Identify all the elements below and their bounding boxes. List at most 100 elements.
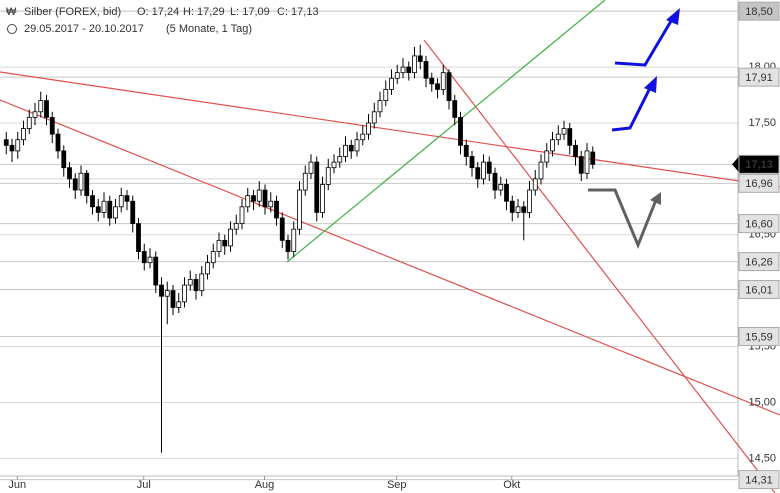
range-note: (5 Monate, 1 Tag) — [166, 23, 252, 35]
candle-body — [337, 156, 343, 163]
x-tick-label: Jun — [8, 479, 26, 491]
candle-body — [228, 228, 233, 247]
candle-body — [486, 161, 492, 174]
candle-body — [400, 66, 406, 74]
candle-body — [527, 189, 532, 213]
candle-body — [475, 167, 481, 180]
clock-icon — [7, 24, 17, 34]
candle-body — [84, 172, 90, 197]
candle-body — [331, 161, 337, 169]
level-box — [738, 280, 780, 300]
candle-body — [492, 172, 498, 191]
candle-body — [199, 273, 205, 292]
candle-body — [239, 206, 245, 224]
candle-body — [187, 279, 193, 286]
candle-body — [67, 167, 72, 180]
candle-body — [136, 223, 141, 252]
level-label: 17,91 — [745, 72, 773, 84]
candle-body — [538, 161, 544, 180]
level-label: 16,01 — [745, 284, 773, 296]
candle-body — [38, 100, 44, 113]
candle-body — [458, 116, 463, 146]
candle-body — [153, 256, 159, 286]
candle-body — [262, 189, 268, 208]
labels: 18,5018,0017,5017,0016,5015,5015,0014,50… — [8, 1, 780, 491]
candle-body — [251, 195, 256, 202]
candle-body — [297, 189, 302, 230]
candle-body — [463, 144, 469, 157]
candle-body — [285, 239, 291, 252]
candle-body — [101, 200, 107, 213]
arrow — [588, 188, 658, 249]
candle-body — [147, 256, 153, 264]
candle-body — [325, 167, 331, 185]
candle-body — [383, 89, 389, 102]
trend-line — [0, 99, 780, 416]
candle-body — [371, 111, 377, 124]
level-box — [738, 214, 780, 234]
candle-body — [590, 151, 596, 165]
arrow-head — [644, 76, 657, 93]
y-tick-label: 17,50 — [748, 117, 776, 129]
candle-body — [274, 200, 279, 219]
candle-body — [55, 133, 61, 152]
level-label: 17,13 — [745, 159, 773, 171]
y-tick-label: 15,00 — [748, 396, 776, 408]
grid — [0, 0, 780, 481]
candle-body — [130, 200, 136, 224]
candle-body — [452, 100, 458, 118]
level-label: 16,96 — [745, 178, 773, 190]
candle-body — [320, 184, 325, 213]
candle-body — [159, 284, 164, 297]
candle-body — [95, 206, 101, 213]
level-pointer — [732, 156, 739, 173]
candle-body — [504, 184, 509, 202]
candle-body — [118, 195, 124, 208]
title: Silber (FOREX, bid) — [24, 6, 121, 18]
candle-body — [90, 195, 95, 208]
candle-body — [182, 284, 187, 303]
arrow — [611, 83, 654, 132]
level-label: 18,50 — [745, 6, 773, 18]
trend-line — [0, 71, 780, 188]
candle-body — [561, 128, 567, 135]
candle-body — [446, 72, 452, 102]
level-box — [738, 470, 780, 490]
candle-body — [509, 200, 515, 213]
subtitle: 29.05.2017 - 20.10.2017 — [24, 23, 144, 35]
candle-body — [113, 206, 118, 219]
trend-line — [423, 39, 776, 493]
candle-body — [498, 184, 504, 191]
candle-body — [245, 195, 251, 208]
arrow — [614, 15, 676, 67]
x-tick-label: Sep — [387, 479, 407, 491]
level-box — [738, 67, 780, 87]
level-label: 16,60 — [745, 218, 773, 230]
level-label: 15,59 — [745, 331, 773, 343]
level-box — [738, 1, 780, 21]
candle-body — [78, 172, 84, 191]
candle-body — [366, 122, 371, 135]
candle-body — [521, 206, 527, 213]
level-label: 14,31 — [745, 474, 773, 486]
candle-body — [314, 161, 320, 213]
candle-body — [481, 161, 486, 180]
candle-body — [417, 55, 423, 62]
candle-body — [435, 83, 440, 90]
candle-body — [216, 239, 222, 252]
candle-body — [9, 144, 15, 152]
candle-body — [193, 279, 199, 292]
candle-body — [26, 116, 32, 129]
ohlc-label: O: 17,24 — [137, 6, 179, 18]
level-box — [738, 173, 780, 193]
candle-body — [61, 150, 67, 169]
arrow-head — [650, 192, 661, 205]
candle-body — [532, 178, 538, 191]
candle-body — [389, 77, 394, 90]
candle-body — [32, 111, 38, 118]
x-tick-label: Jul — [137, 479, 151, 491]
candle-body — [578, 156, 584, 174]
candle-body — [515, 206, 521, 213]
